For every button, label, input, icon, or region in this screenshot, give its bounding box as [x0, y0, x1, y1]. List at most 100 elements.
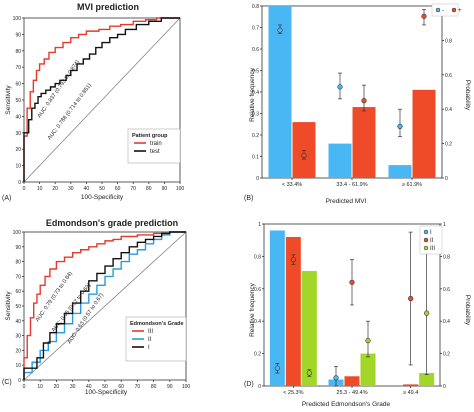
- panel-b-bar-x: [292, 122, 316, 178]
- panel-a-xtick-label: 90: [162, 186, 168, 192]
- panel-b-ytick-label: 0.1: [252, 155, 259, 161]
- panel-a-ytick-label: 20: [15, 147, 21, 153]
- panel-b-bar-x: [388, 165, 412, 178]
- panel-d-y2tick-label: 0: [443, 384, 446, 390]
- panel-a-ytick-label: 10: [15, 164, 21, 170]
- panel-d-bar-iii: [301, 270, 317, 386]
- panel-b-ytick-label: 0.3: [252, 112, 259, 118]
- panel-a-xtick-label: 100: [176, 186, 185, 192]
- panel-b-legend-marker: [435, 7, 441, 13]
- panel-d-ytick-label: 0.8: [254, 254, 261, 260]
- panel-d-category-label: < 25.3%: [283, 390, 303, 396]
- panel-d-bar-iii: [419, 373, 435, 386]
- panel-b-legend-marker: [451, 7, 457, 13]
- panel-c-ytick-label: 70: [15, 274, 21, 280]
- panel-a-xtick-label: 60: [115, 186, 121, 192]
- panel-c-ytick-label: 60: [15, 289, 21, 295]
- panel-b-ytick-label: 0.4: [252, 90, 259, 96]
- panel-c-xtick-label: 40: [86, 384, 92, 390]
- panel-b-probability-point: [337, 84, 343, 90]
- panel-c-ytick-label: 50: [15, 304, 21, 310]
- panel-b-tag: (B): [244, 195, 253, 202]
- panel-c-xtick-label: 20: [54, 384, 60, 390]
- panel-b-category-label: < 33.4%: [282, 182, 302, 188]
- panel-b-y2tick-label: 0: [445, 176, 448, 182]
- panel-c-roc-curve-iii: [23, 231, 186, 380]
- panel-c-xtick-label: 30: [70, 384, 76, 390]
- panel-c-title: Edmondson's grade prediction: [46, 218, 178, 228]
- panel-c-ytick-label: 10: [15, 363, 21, 369]
- panel-a-xtick-label: 30: [68, 186, 74, 192]
- panel-a-ytick-label: 70: [15, 65, 21, 71]
- panel-c-xtick-label: 10: [37, 384, 43, 390]
- panel-d-category-label: 25.3 - 49.4%: [336, 390, 367, 396]
- panel-a-diagonal-line: [23, 17, 181, 183]
- panel-a-roc-curve-train: [23, 17, 180, 182]
- panel-d-probability-point: [424, 310, 430, 316]
- panel-d-ytick-label: 0: [258, 384, 261, 390]
- panel-d-ylabel: Relative frequency: [249, 282, 256, 337]
- panel-b-ytick-label: 0.5: [252, 69, 259, 75]
- panel-b-y2tick-label: 0.2: [445, 142, 452, 148]
- panel-a-ytick-label: 90: [15, 32, 21, 38]
- panel-d-ytick-label: 0.2: [254, 352, 261, 358]
- panel-a-ytick-label: 80: [15, 49, 21, 55]
- panel-d-legend-label: III: [430, 246, 435, 252]
- panel-b-y2label: Probability: [464, 80, 471, 111]
- panel-a-xtick-label: 80: [146, 186, 152, 192]
- panel-c-xtick-label: 70: [135, 384, 141, 390]
- panel-b-y2tick-label: 0.6: [445, 73, 452, 79]
- panel-b-probability-point: [421, 13, 427, 19]
- panel-b-probability-point: [301, 153, 307, 159]
- panel-d-ytick-label: 0.4: [254, 319, 261, 325]
- panel-b-ytick-label: 0: [256, 176, 259, 182]
- panel-d-bar-ii: [285, 236, 301, 386]
- panel-c-ytick-label: 40: [15, 319, 21, 325]
- panel-b-bar-x: [328, 143, 352, 178]
- panel-a-ylabel: Sensitivity: [5, 85, 12, 115]
- panel-a-ytick-label: 100: [13, 16, 22, 22]
- panel-d-legend-label: II: [430, 238, 434, 244]
- panel-a-legend-label-train: train: [150, 141, 162, 147]
- panel-d-legend-marker: [423, 229, 429, 235]
- panel-b-category-label: ≥ 61.9%: [402, 182, 422, 188]
- panel-a-title: MVI prediction: [77, 2, 139, 12]
- panel-b-y2tick-label: 0.4: [445, 107, 452, 113]
- panel-d-ytick-label: 0.6: [254, 287, 261, 293]
- panel-d-ytick-label: 1: [258, 222, 261, 228]
- panel-a-ytick-label: 40: [15, 114, 21, 120]
- panel-d-bar-ii: [403, 384, 419, 386]
- panel-d-y2tick-label: 0.6: [443, 287, 450, 293]
- panel-a-xlabel: 100-Specificity: [81, 194, 124, 201]
- panel-c-ytick-label: 20: [15, 348, 21, 354]
- panel-a-xtick-label: 70: [130, 186, 136, 192]
- panel-d-bar-i: [269, 230, 285, 386]
- panel-d-probability-point: [333, 375, 339, 381]
- panel-d-legend-marker: [423, 245, 429, 251]
- panel-a-xtick-label: 10: [37, 186, 43, 192]
- panel-d-probability-point: [274, 365, 280, 371]
- panel-c-xtick-label: 100: [182, 384, 191, 390]
- panel-b-legend-label: +: [458, 8, 462, 14]
- panel-d-y2tick-label: 0.8: [443, 254, 450, 260]
- panel-b-probability-point: [361, 97, 367, 104]
- panel-b-ylabel: Relative frequency: [249, 67, 256, 122]
- panel-a-xtick-label: 20: [52, 186, 58, 192]
- panel-c-ytick-label: 90: [15, 245, 21, 251]
- panel-b-probability-point: [277, 27, 283, 33]
- panel-c-roc-curve-ii: [23, 231, 186, 380]
- panel-a-ytick-label: 60: [15, 82, 21, 88]
- panel-b-legend-box: [431, 3, 459, 17]
- panel-d-category-label: ≥ 49.4: [403, 390, 418, 396]
- panel-d-y2tick-label: 1: [443, 222, 446, 228]
- panel-d-probability-point: [349, 279, 355, 285]
- panel-a-xtick-label: 50: [99, 186, 105, 192]
- panel-d-bar-ii: [344, 376, 360, 386]
- panel-d-y2tick-label: 0.2: [443, 352, 450, 358]
- panel-a-xtick-label: 0: [23, 186, 26, 192]
- panel-c-roc-curve-i: [23, 231, 186, 380]
- panel-d-probability-point: [408, 295, 414, 302]
- panel-d-bar-iii: [360, 353, 376, 386]
- panel-b-ytick-label: 0.7: [252, 26, 259, 32]
